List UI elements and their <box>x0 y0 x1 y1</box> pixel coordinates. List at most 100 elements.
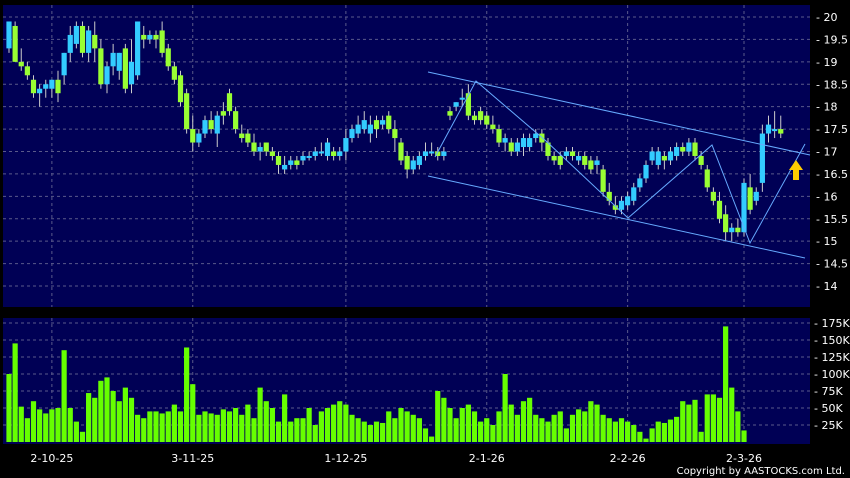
candle-body <box>723 214 729 233</box>
candle-body <box>545 142 551 156</box>
volume-tick-label: - 175K <box>814 317 850 330</box>
candle-body <box>594 160 600 165</box>
candle-body <box>324 142 331 156</box>
volume-bar <box>465 404 471 442</box>
volume-bar <box>514 414 520 442</box>
volume-bar <box>674 416 680 442</box>
candle-body <box>582 155 588 165</box>
candle-body <box>625 196 631 206</box>
volume-bar <box>337 401 343 442</box>
candle-body <box>643 164 649 179</box>
date-tick-label: 2-2-26 <box>610 452 646 465</box>
price-tick-label: - 18 <box>816 101 837 114</box>
candle-body <box>288 160 294 165</box>
candle-body <box>196 133 202 143</box>
candle-body <box>631 187 637 201</box>
candle-body <box>778 129 784 134</box>
volume-bar <box>214 414 220 442</box>
candle-body <box>355 124 361 134</box>
candle-body <box>92 34 98 49</box>
candle-body <box>698 155 704 165</box>
candle-body <box>245 133 251 143</box>
volume-bar <box>86 393 92 442</box>
candle-body <box>447 111 453 116</box>
candle-body <box>55 79 61 94</box>
candle-body <box>380 120 386 125</box>
volume-bar <box>392 418 398 442</box>
volume-tick-label: - 50K <box>814 402 843 415</box>
volume-bar <box>680 401 686 442</box>
candle-body <box>6 21 12 49</box>
candle-body <box>772 129 778 132</box>
volume-bar <box>122 387 128 442</box>
volume-bar <box>165 411 171 442</box>
price-tick-label: - 19.5 <box>816 33 848 46</box>
volume-bar <box>453 418 459 442</box>
volume-bar <box>282 394 288 442</box>
candle-body <box>153 34 159 40</box>
candle-body <box>563 151 569 156</box>
candle-body <box>729 227 735 233</box>
volume-bar <box>539 418 545 442</box>
volume-bar <box>698 431 704 442</box>
price-tick-label: - 19 <box>816 56 837 69</box>
candle-body <box>386 115 392 130</box>
candle-body <box>214 115 220 134</box>
candle-body <box>667 151 674 161</box>
candle-body <box>104 66 110 85</box>
volume-bar <box>625 421 631 442</box>
volume-bars <box>6 326 747 442</box>
candle-body <box>226 93 233 112</box>
date-tick-label: 2-3-26 <box>726 452 762 465</box>
volume-bar <box>661 422 667 442</box>
price-tick-label: - 17 <box>816 146 837 159</box>
volume-bar <box>184 347 190 442</box>
volume-bar <box>435 391 441 442</box>
axis-labels: - 20 - 19.5 - 19 - 18.5 - 18 - 17.5 - 17 - 16.5… <box>30 11 850 465</box>
volume-bar <box>355 418 361 442</box>
volume-bar <box>459 408 465 442</box>
volume-bar <box>153 411 159 442</box>
volume-bar <box>735 411 741 442</box>
channel-lower-line <box>427 175 806 259</box>
volume-bar <box>92 397 98 442</box>
volume-bar <box>404 411 410 442</box>
candle-body <box>306 155 312 158</box>
volume-bar <box>190 384 196 442</box>
volume-bar <box>196 414 202 442</box>
candle-body <box>220 111 226 116</box>
candle-body <box>765 124 772 134</box>
candle-body <box>257 147 263 152</box>
volume-bar <box>135 414 141 442</box>
price-tick-label: - 17.5 <box>816 123 848 136</box>
candle-body <box>233 111 239 130</box>
candle-body <box>312 151 318 156</box>
volume-bar <box>104 377 110 442</box>
volume-bar <box>557 411 563 442</box>
volume-bar <box>159 413 165 442</box>
candle-body <box>661 155 667 161</box>
price-candles <box>6 21 784 242</box>
candle-body <box>557 155 563 165</box>
candle-body <box>759 133 765 183</box>
candle-body <box>116 52 122 71</box>
candle-body <box>588 160 594 170</box>
volume-tick-label: - 150K <box>814 334 850 347</box>
price-tick-label: - 14.5 <box>816 258 848 271</box>
volume-bar <box>245 404 251 442</box>
candle-body <box>429 151 435 154</box>
candle-body <box>416 155 422 165</box>
volume-bar <box>269 408 275 442</box>
candle-body <box>753 191 759 201</box>
candle-body <box>490 124 496 130</box>
volume-bar <box>208 413 214 442</box>
volume-bar <box>177 411 184 442</box>
candle-body <box>98 48 104 85</box>
candle-body <box>67 34 73 53</box>
candle-body <box>159 30 165 53</box>
candle-body <box>18 61 24 67</box>
price-tick-label: - 20 <box>816 11 837 24</box>
candle-body <box>502 138 508 143</box>
candle-body <box>600 169 606 192</box>
volume-bar <box>312 425 318 442</box>
